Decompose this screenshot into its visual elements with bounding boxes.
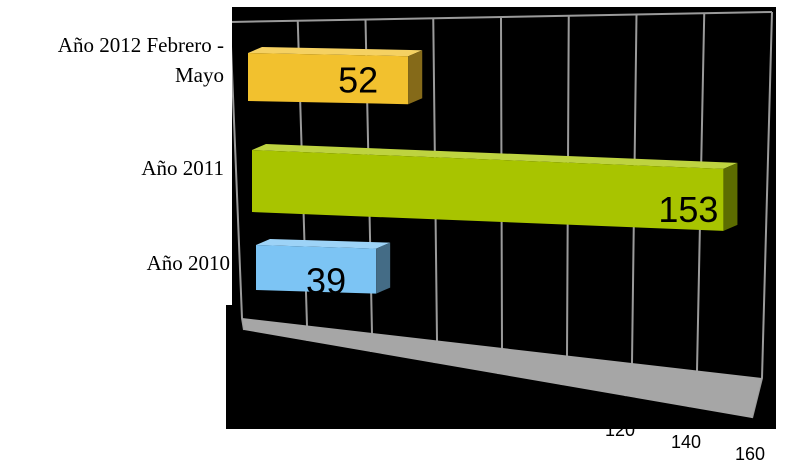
bar: 52 xyxy=(248,47,423,105)
category-label: Año 2010 xyxy=(147,251,230,275)
category-labels: Año 2012 Febrero - Mayo Año 2011 Año 2010 xyxy=(58,33,230,275)
bar-top-face xyxy=(248,47,423,57)
bar-front-face xyxy=(252,150,724,231)
category-label: Mayo xyxy=(175,63,224,87)
bar-end-face xyxy=(408,50,423,105)
tick-label: 120 xyxy=(605,420,635,440)
bar-front-face xyxy=(248,53,409,105)
category-label: Año 2011 xyxy=(141,156,224,180)
bar: 39 xyxy=(256,239,391,301)
bar: 153 xyxy=(252,144,738,231)
tick-labels: 120 140 160 xyxy=(605,420,765,464)
tick-label: 160 xyxy=(735,444,765,464)
category-label: Año 2012 Febrero - xyxy=(58,33,224,57)
data-label: 153 xyxy=(658,189,718,230)
bar-end-face xyxy=(376,242,391,294)
bar-top-face xyxy=(256,239,391,249)
data-label: 52 xyxy=(338,60,378,101)
bar-front-face xyxy=(256,245,377,294)
gridline xyxy=(229,11,773,23)
bars: 52 153 39 xyxy=(248,47,738,301)
chart-floor xyxy=(242,318,762,418)
data-label: 39 xyxy=(306,260,346,301)
bar-top-face xyxy=(252,144,738,169)
category-label-background xyxy=(0,0,232,305)
tick-label: 140 xyxy=(671,432,701,452)
bar-end-face xyxy=(723,162,738,231)
